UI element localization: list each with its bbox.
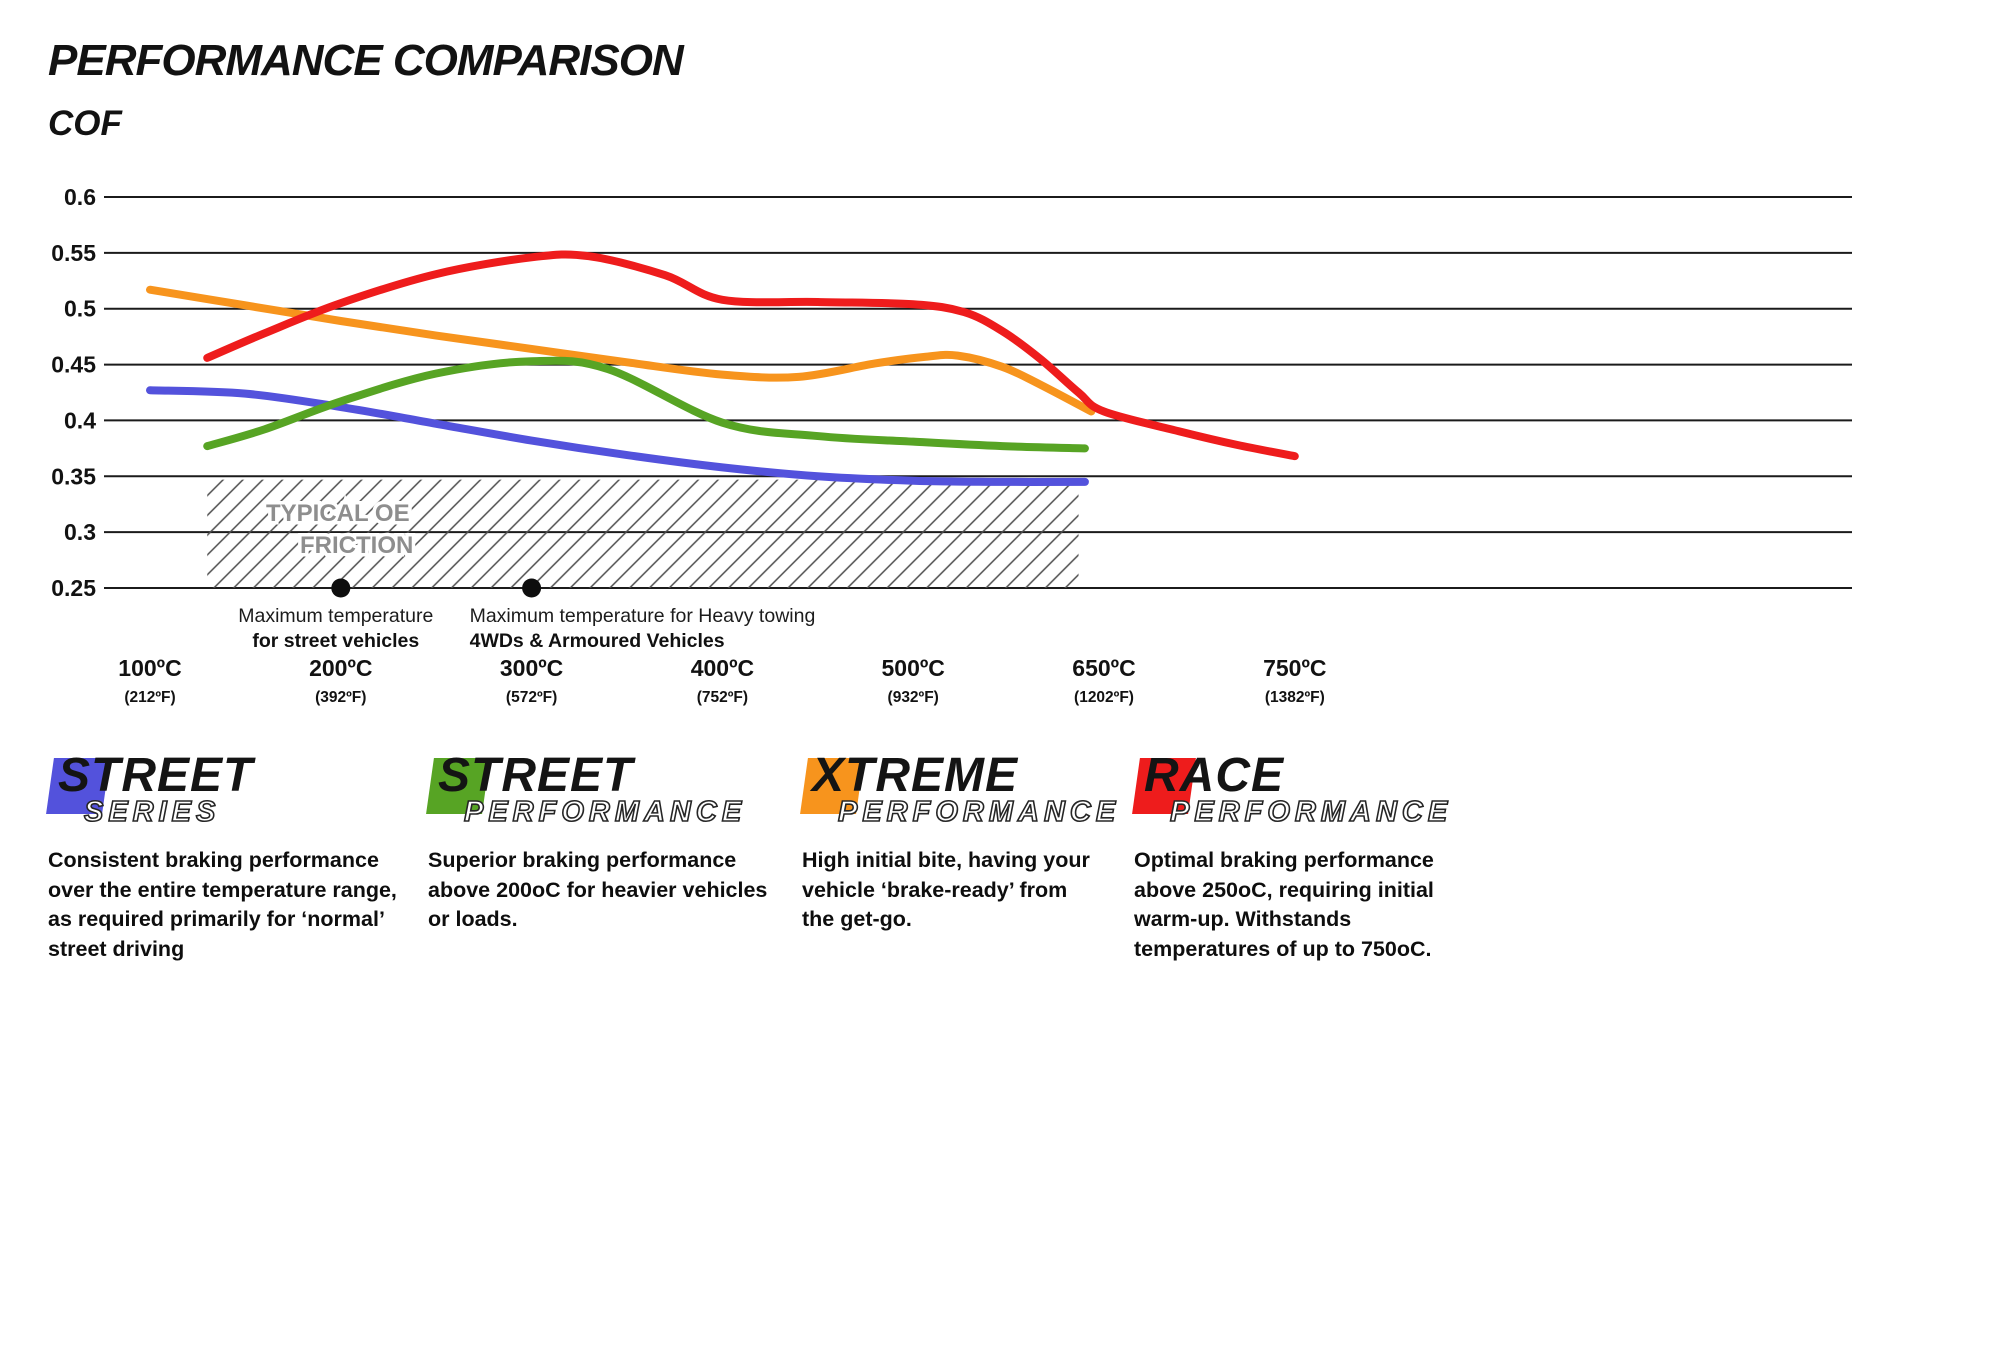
- y-tick-label: 0.5: [64, 296, 96, 322]
- x-tick-celsius: 650ºC: [1072, 655, 1135, 681]
- x-tick-fahrenheit: (1202ºF): [1074, 689, 1134, 706]
- y-tick-label: 0.45: [51, 352, 96, 378]
- brand-logo: STREET SERIES: [46, 749, 406, 838]
- x-tick-fahrenheit: (932ºF): [888, 689, 939, 706]
- legend-description: Consistent braking performance over the …: [48, 848, 397, 961]
- series-line-street-series: [146, 386, 1089, 486]
- series-line-street-performance: [203, 356, 1089, 453]
- brand-logo: STREET PERFORMANCE: [426, 749, 783, 838]
- annotation-line1: Maximum temperature for Heavy towing: [470, 605, 816, 627]
- legend-item-race-performance: RACE PERFORMANCE Optimal braking performan…: [1132, 749, 1486, 965]
- logo-word-primary: RACE: [1144, 749, 1285, 802]
- logo-word-secondary: PERFORMANCE: [837, 795, 1121, 829]
- x-tick-celsius: 500ºC: [882, 655, 945, 681]
- legend-description: High initial bite, having your vehicle ‘…: [802, 848, 1090, 932]
- annotation-line2: 4WDs & Armoured Vehicles: [470, 630, 725, 652]
- legend-description: Optimal braking performance above 250oC,…: [1134, 848, 1434, 961]
- annotation-dot: [331, 578, 351, 598]
- legend: STREET SERIES Consistent braking performan…: [0, 749, 2000, 1346]
- oe-band-label-line2: FRICTION: [300, 532, 413, 559]
- y-tick-label: 0.25: [51, 575, 96, 601]
- series-line-xtreme-performance: [146, 285, 1096, 416]
- legend-item-street-performance: STREET PERFORMANCE Superior braking perfor…: [426, 749, 783, 935]
- annotation-line1: Maximum temperature: [238, 605, 433, 627]
- x-tick-celsius: 300ºC: [500, 655, 563, 681]
- y-axis-title: COF: [48, 104, 122, 143]
- x-tick-celsius: 100ºC: [118, 655, 181, 681]
- logo-word-secondary: PERFORMANCE: [463, 795, 747, 829]
- annotation-line2: for street vehicles: [252, 630, 419, 652]
- x-tick-fahrenheit: (752ºF): [697, 689, 748, 706]
- legend-item-street-series: STREET SERIES Consistent braking performan…: [46, 749, 406, 965]
- logo-word-primary: XTREME: [812, 749, 1019, 802]
- logo-word-primary: STREET: [438, 749, 634, 802]
- x-tick-celsius: 200ºC: [309, 655, 372, 681]
- oe-band-label-line1: TYPICAL OE: [266, 500, 410, 527]
- x-tick-celsius: 750ºC: [1263, 655, 1326, 681]
- annotation-dot: [522, 578, 542, 598]
- y-tick-label: 0.3: [64, 519, 96, 545]
- x-tick-fahrenheit: (1382ºF): [1265, 689, 1325, 706]
- logo-word-primary: STREET: [58, 749, 254, 802]
- logo-word-secondary: PERFORMANCE: [1169, 795, 1453, 829]
- logo-word-secondary: SERIES: [83, 795, 221, 829]
- y-tick-label: 0.55: [51, 240, 96, 266]
- y-tick-label: 0.6: [64, 184, 96, 210]
- x-tick-fahrenheit: (212ºF): [124, 689, 175, 706]
- page-title: PERFORMANCE COMPARISON: [48, 36, 684, 85]
- typical-oe-friction-band: [207, 479, 1079, 588]
- y-tick-label: 0.4: [64, 407, 96, 433]
- x-tick-celsius: 400ºC: [691, 655, 754, 681]
- brand-logo: XTREME PERFORMANCE: [800, 749, 1116, 838]
- y-tick-label: 0.35: [51, 463, 96, 489]
- y-axis-tick-labels: 0.6 0.55 0.5 0.45 0.4 0.35 0.3 0.25: [51, 184, 96, 601]
- legend-item-xtreme-performance: XTREME PERFORMANCE High initial bite, havi…: [800, 749, 1116, 935]
- legend-description: Superior braking performance above 200oC…: [428, 848, 768, 932]
- series-line-race-performance: [203, 250, 1299, 461]
- x-tick-fahrenheit: (572ºF): [506, 689, 557, 706]
- cof-temperature-chart: 0.6 0.55 0.5 0.45 0.4 0.35 0.3 0.25 TYPICAL OE FR…: [51, 184, 1852, 706]
- x-tick-fahrenheit: (392ºF): [315, 689, 366, 706]
- brand-logo: RACE PERFORMANCE: [1132, 749, 1486, 838]
